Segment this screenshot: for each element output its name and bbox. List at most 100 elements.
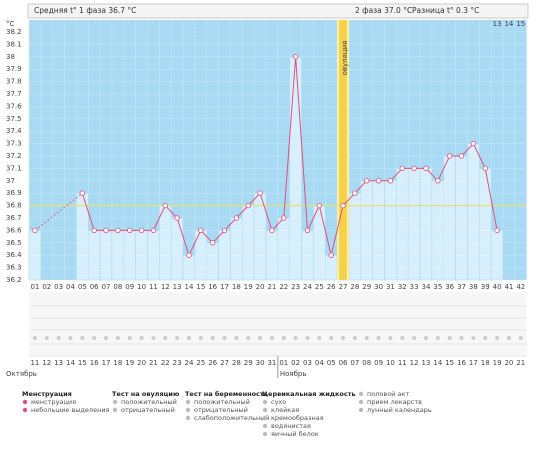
day-label: 28 xyxy=(350,283,359,291)
y-tick-label: 37.9 xyxy=(6,65,22,73)
y-tick-label: 38.1 xyxy=(6,40,22,48)
point xyxy=(387,178,394,184)
bar xyxy=(230,217,243,281)
date-label: 01 xyxy=(279,359,288,367)
date-label: 10 xyxy=(386,359,395,367)
row-dot xyxy=(317,336,322,340)
date-label: 16 xyxy=(90,359,99,367)
point xyxy=(221,227,228,234)
point xyxy=(399,165,405,172)
date-label: 29 xyxy=(244,359,253,367)
legend-item: сухо xyxy=(271,398,286,406)
bar xyxy=(206,242,219,281)
day-label: 15 xyxy=(196,283,205,291)
row-dot xyxy=(447,336,452,340)
y-tick-label: 37.5 xyxy=(6,115,22,123)
day-label: 25 xyxy=(315,283,324,291)
row-dot xyxy=(246,336,251,340)
row-dot xyxy=(151,336,156,340)
day-label: 08 xyxy=(113,283,122,291)
legend-icon xyxy=(22,399,28,405)
day-label: 05 xyxy=(78,283,87,291)
date-label: 11 xyxy=(30,359,39,367)
point xyxy=(209,240,216,246)
bar xyxy=(396,168,409,281)
day-label: 14 xyxy=(185,283,194,291)
bar xyxy=(407,168,421,281)
y-tick-label: 37.6 xyxy=(6,102,22,110)
day-label: 29 xyxy=(362,283,371,291)
row-dot xyxy=(364,336,369,340)
header-band xyxy=(27,3,529,19)
legend-icon xyxy=(112,407,118,413)
legend-icon xyxy=(185,399,191,405)
date-label: 26 xyxy=(208,359,217,367)
y-tick-label: 37.7 xyxy=(6,90,22,98)
y-tick-label: 36.2 xyxy=(6,276,22,284)
legend-icon xyxy=(358,407,364,413)
day-label: 03 xyxy=(54,283,63,291)
day-label: 42 xyxy=(516,283,525,291)
legend-icon xyxy=(22,407,28,413)
y-tick-label: 37 xyxy=(6,177,15,185)
date-label: 27 xyxy=(220,359,229,367)
row-dot xyxy=(186,336,191,340)
date-label: 02 xyxy=(291,359,300,367)
date-label: 13 xyxy=(54,359,63,367)
date-label: 20 xyxy=(137,359,146,367)
day-label: 20 xyxy=(256,283,265,291)
legend-item: кремообразная xyxy=(271,414,324,422)
legend-item: половой акт xyxy=(367,390,409,398)
row-dot xyxy=(518,336,523,340)
ovulation-label: овуляция xyxy=(341,41,349,76)
point xyxy=(446,153,453,159)
point xyxy=(198,227,204,234)
date-label: 05 xyxy=(327,359,336,367)
date-label: 31 xyxy=(267,359,276,367)
point xyxy=(494,227,500,234)
point xyxy=(91,227,97,234)
day-label: 06 xyxy=(90,283,99,291)
y-tick-label: 36.8 xyxy=(6,202,22,210)
day-label: 09 xyxy=(125,283,134,291)
day-label: 26 xyxy=(327,283,336,291)
bar xyxy=(348,192,362,281)
point xyxy=(233,215,240,221)
row-dot xyxy=(127,336,132,340)
date-label: 12 xyxy=(42,359,51,367)
row-dot xyxy=(175,336,180,340)
date-label: 06 xyxy=(339,359,348,367)
date-label: 19 xyxy=(493,359,502,367)
date-label: 19 xyxy=(125,359,134,367)
point xyxy=(411,165,417,172)
point xyxy=(115,227,121,234)
date-label: 12 xyxy=(410,359,419,367)
legend-icon xyxy=(262,399,268,405)
row-dot xyxy=(495,336,500,340)
legend-item: отрицательный xyxy=(121,406,175,414)
date-label: 24 xyxy=(185,359,194,367)
date-label: 17 xyxy=(102,359,111,367)
ovulation-band-core xyxy=(339,20,347,280)
legend-item: положительный xyxy=(194,398,250,406)
row-dot xyxy=(459,336,464,340)
y-tick-label: 37.2 xyxy=(6,152,22,160)
date-label: 30 xyxy=(256,359,265,367)
point xyxy=(269,227,275,234)
difference: Разница t° 0.3 °C xyxy=(412,6,479,15)
row-dot xyxy=(423,336,428,340)
day-label: 32 xyxy=(398,283,407,291)
row-dot xyxy=(68,336,73,340)
legend-item: водянистая xyxy=(271,422,311,430)
row-dot xyxy=(435,336,440,340)
y-tick-label: 37.1 xyxy=(6,164,22,172)
point xyxy=(281,215,287,221)
legend-icon xyxy=(112,399,118,405)
row-dot xyxy=(104,336,109,340)
day-label: 40 xyxy=(493,283,502,291)
legend-title: Тест на беременность xyxy=(185,390,268,398)
row-dot xyxy=(352,336,357,340)
row-dot xyxy=(471,336,476,340)
point xyxy=(186,252,192,258)
top-label: 14 xyxy=(504,20,513,28)
